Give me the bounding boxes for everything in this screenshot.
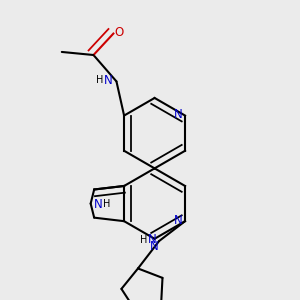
Text: N: N (148, 233, 157, 246)
Text: N: N (174, 108, 182, 121)
Text: H: H (96, 76, 103, 85)
Text: H: H (103, 200, 111, 209)
Text: N: N (150, 240, 158, 253)
Text: O: O (114, 26, 124, 39)
Text: N: N (174, 214, 182, 227)
Text: N: N (104, 74, 112, 87)
Text: H: H (140, 235, 147, 244)
Text: N: N (94, 198, 103, 211)
